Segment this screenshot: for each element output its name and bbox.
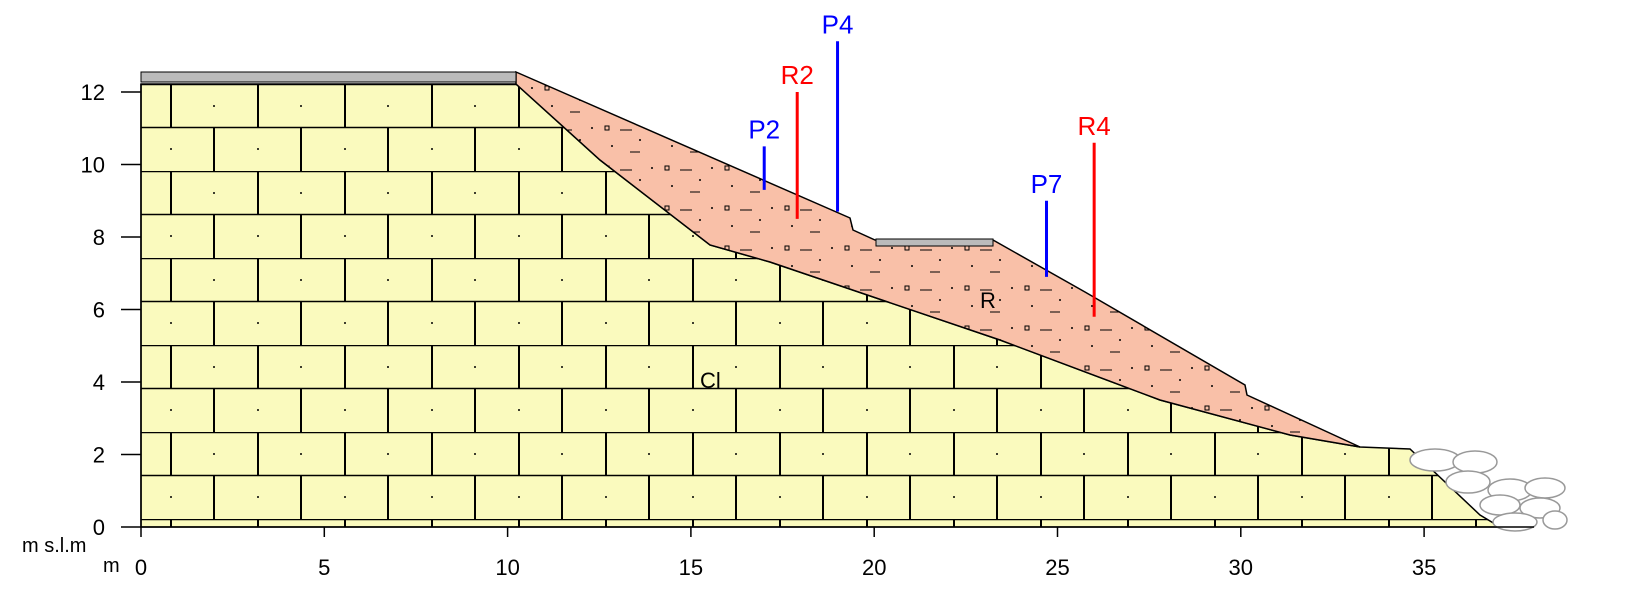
borehole-label: R4 [1078,111,1111,141]
x-axis-label: m [103,555,120,577]
y-axis-label: m s.l.m [22,535,86,557]
borehole-label: P4 [822,9,854,39]
x-tick-label: 0 [135,555,147,580]
borehole-label: R2 [781,60,814,90]
layer-label: R [980,288,996,313]
y-tick-label: 0 [93,515,105,540]
borehole-label: P7 [1031,169,1063,199]
x-tick-label: 10 [495,555,519,580]
layer-label: Cl [700,368,721,393]
geology: Cl R [140,70,1568,532]
debris-layer [515,70,1361,448]
x-tick-label: 20 [862,555,886,580]
x-tick-label: 25 [1045,555,1069,580]
x-tick-label: 15 [679,555,703,580]
borehole-label: P2 [748,114,780,144]
bedrock [140,83,1503,528]
y-tick-label: 2 [93,443,105,468]
y-tick-label: 12 [81,80,105,105]
x-tick-label: 5 [318,555,330,580]
y-tick-label: 4 [93,370,105,395]
pavement [875,238,994,247]
x-tick-label: 35 [1412,555,1436,580]
y-tick-label: 8 [93,225,105,250]
x-tick-label: 30 [1229,555,1253,580]
y-tick-label: 6 [93,298,105,323]
y-tick-label: 10 [81,153,105,178]
pavement [140,71,517,83]
